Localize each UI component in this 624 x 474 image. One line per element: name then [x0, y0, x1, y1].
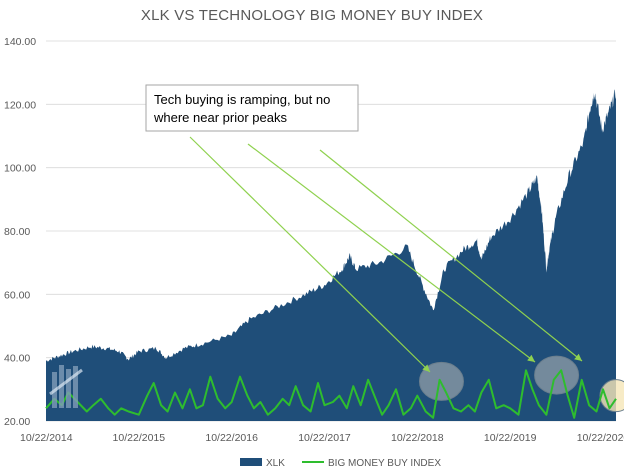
y-tick-label: 20.00 — [4, 416, 30, 428]
legend: XLK BIG MONEY BUY INDEX — [240, 458, 441, 469]
legend-swatch-xlk — [240, 458, 262, 466]
annotation-arrow — [247, 143, 536, 363]
logo-bar — [73, 366, 78, 408]
x-tick-label: 10/22/2018 — [391, 432, 444, 444]
legend-label-xlk: XLK — [266, 458, 285, 469]
y-tick-label: 100.00 — [4, 163, 36, 175]
y-axis: 20.00 40.00 60.00 80.00 100.00 120.00 140.00 — [4, 36, 36, 428]
chart-title: XLK VS TECHNOLOGY BIG MONEY BUY INDEX — [140, 7, 484, 24]
x-tick-label: 10/22/2016 — [205, 432, 258, 444]
big-money-line-series — [45, 369, 617, 419]
x-tick-label: 10/22/2019 — [484, 432, 537, 444]
x-tick-label: 10/22/2015 — [113, 432, 166, 444]
legend-label-index: BIG MONEY BUY INDEX — [328, 458, 441, 469]
highlight-ellipse — [599, 379, 624, 413]
xlk-area — [46, 89, 616, 421]
x-tick-label: 10/22/2017 — [298, 432, 351, 444]
y-tick-label: 60.00 — [4, 289, 30, 301]
xlk-area-series — [46, 89, 616, 421]
annotation-text-line: Tech buying is ramping, but no — [154, 92, 330, 107]
annotation-box — [145, 84, 359, 132]
y-tick-label: 40.00 — [4, 353, 30, 365]
y-tick-label: 120.00 — [4, 99, 36, 111]
annotation: Tech buying is ramping, but no where near… — [145, 84, 583, 373]
y-tick-label: 140.00 — [4, 36, 36, 48]
big-money-line — [45, 369, 617, 419]
y-tick-label: 80.00 — [4, 226, 30, 238]
annotation-text-line: where near prior peaks — [153, 110, 287, 125]
logo-slash — [49, 368, 83, 396]
annotation-arrow — [319, 149, 583, 362]
logo-bar — [66, 369, 71, 408]
x-tick-label: 10/22/2014 — [20, 432, 73, 444]
x-tick-label: 10/22/2020 — [577, 432, 624, 444]
x-axis: 10/22/2014 10/22/2015 10/22/2016 10/22/2017… — [20, 432, 624, 444]
annotation-arrow — [189, 136, 431, 373]
logo-watermark-icon — [49, 365, 83, 408]
